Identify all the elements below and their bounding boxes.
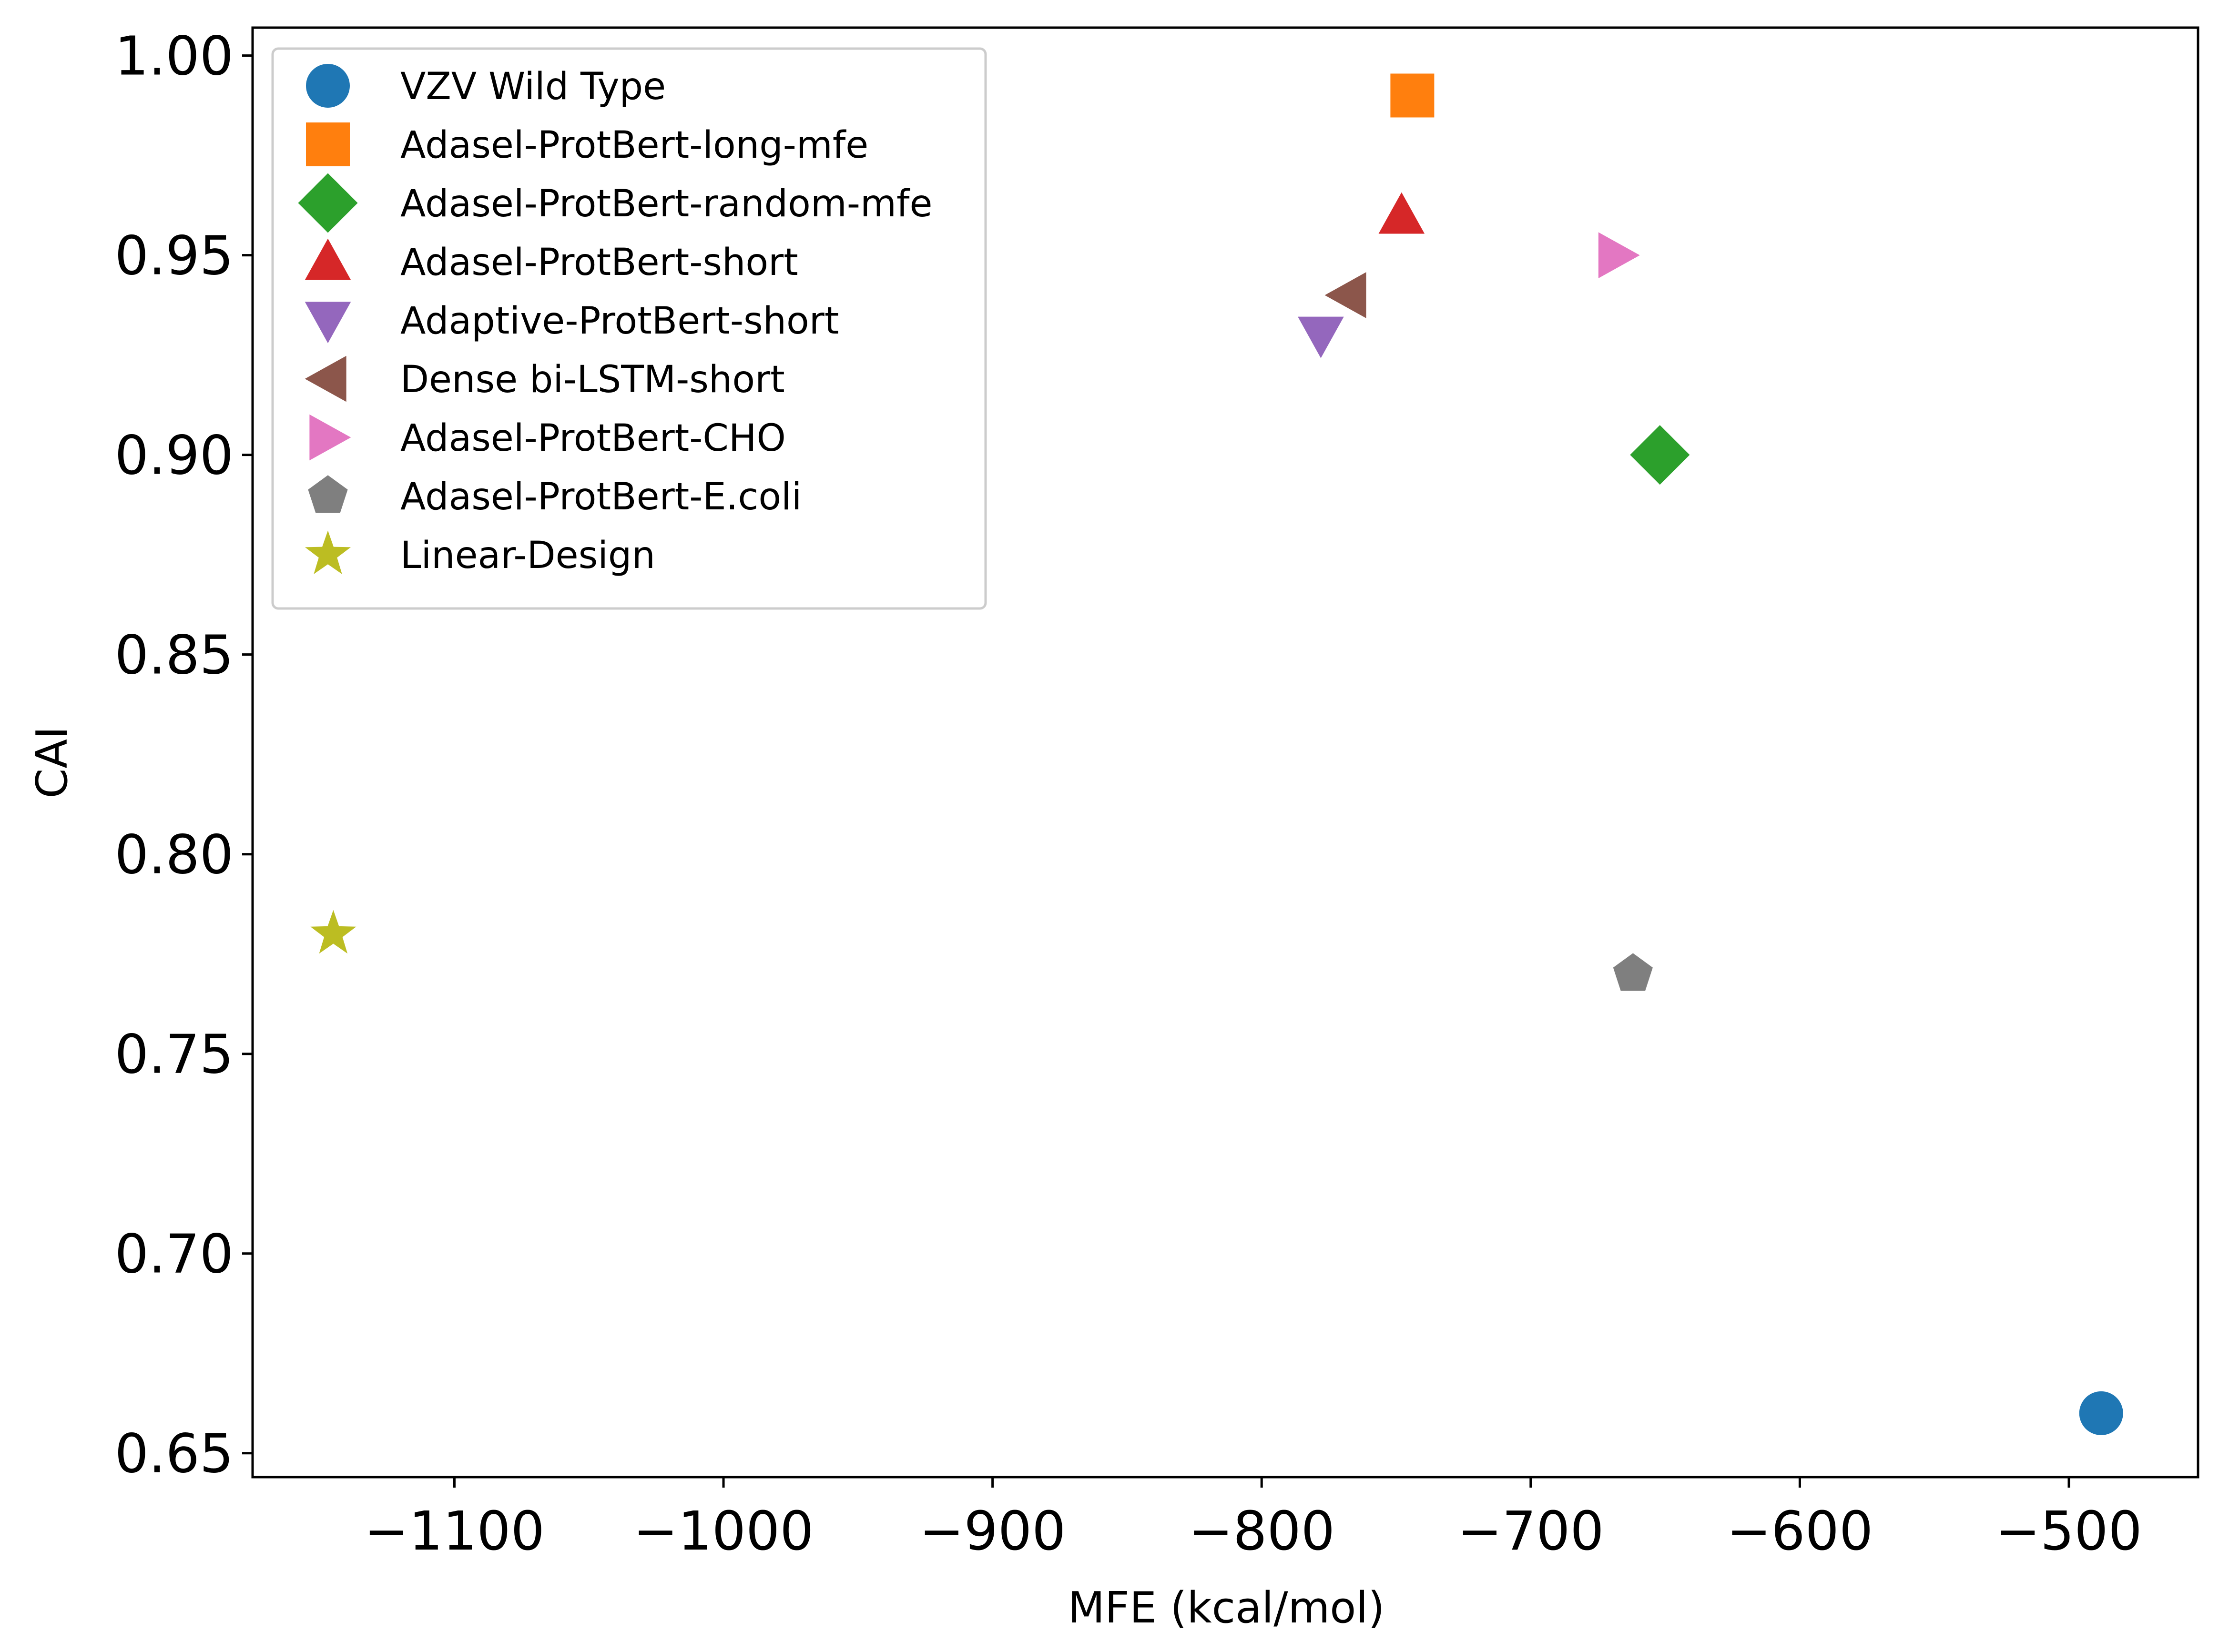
data-point [1324, 272, 1366, 318]
data-point [1298, 316, 1344, 358]
legend-label: Dense bi-LSTM-short [400, 358, 785, 401]
x-tick-label: −800 [1188, 1500, 1335, 1562]
legend-label: Linear-Design [400, 534, 655, 577]
data-point [1613, 953, 1653, 991]
data-point [1598, 232, 1640, 278]
legend-label: Adasel-ProtBert-E.coli [400, 476, 802, 518]
legend-marker [305, 530, 351, 574]
x-axis-title: MFE (kcal/mol) [1068, 1583, 1385, 1633]
y-tick-label: 0.65 [115, 1423, 234, 1485]
plot-area [251, 26, 2199, 1479]
data-point [1630, 425, 1690, 485]
legend-label: Adaptive-ProtBert-short [400, 300, 839, 343]
legend-label: VZV Wild Type [400, 65, 666, 108]
legend-marker [309, 414, 351, 461]
x-tick-label: −1100 [364, 1500, 545, 1562]
data-points [310, 73, 2123, 1435]
legend-marker [306, 64, 350, 108]
y-tick-label: 0.90 [115, 425, 234, 487]
x-tick-label: −1000 [633, 1500, 814, 1562]
y-tick-label: 0.70 [115, 1224, 234, 1286]
data-point [1378, 192, 1425, 234]
x-tick-label: −600 [1727, 1500, 1873, 1562]
y-tick-label: 0.75 [115, 1024, 234, 1086]
legend-label: Adasel-ProtBert-long-mfe [400, 124, 868, 167]
x-tick-label: −700 [1457, 1500, 1604, 1562]
legend-box [271, 47, 987, 610]
x-tick-label: −500 [1995, 1500, 2142, 1562]
data-point [1390, 73, 1435, 118]
legend-marker [305, 302, 351, 344]
y-axis-title: CAI [27, 727, 77, 799]
plot-frame [251, 26, 2199, 1479]
legend-marker [306, 122, 350, 166]
x-tick-label: −900 [919, 1500, 1066, 1562]
legend-marker [305, 355, 346, 402]
legend-marker [298, 173, 358, 233]
y-axis: 0.65 0.70 0.75 0.80 0.85 0.90 0.95 1.00 [115, 26, 253, 1485]
legend-label: Adasel-ProtBert-random-mfe [400, 182, 932, 225]
data-point [310, 910, 356, 954]
legend-label: Adasel-ProtBert-CHO [400, 417, 786, 460]
x-axis: −1100 −1000 −900 −800 −700 −600 −500 [364, 1477, 2142, 1562]
y-tick-label: 0.80 [115, 824, 234, 886]
y-tick-label: 0.85 [115, 625, 234, 687]
legend: VZV Wild Type Adasel-ProtBert-long-mfe Ada… [271, 47, 987, 610]
legend-label: Adasel-ProtBert-short [400, 241, 798, 284]
y-tick-label: 0.95 [115, 225, 234, 287]
y-tick-label: 1.00 [115, 26, 234, 88]
data-point [2079, 1391, 2123, 1435]
legend-marker [305, 238, 351, 280]
legend-marker [308, 475, 348, 513]
